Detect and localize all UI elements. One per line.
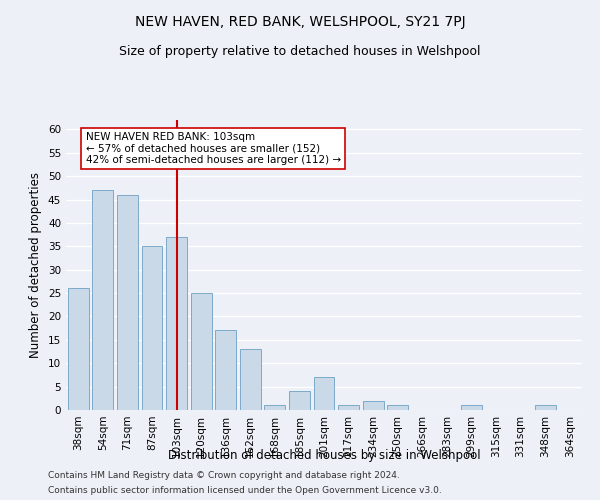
Bar [117, 195, 138, 410]
Bar [289, 392, 310, 410]
Bar [314, 378, 334, 410]
Bar [461, 406, 482, 410]
Text: NEW HAVEN RED BANK: 103sqm
← 57% of detached houses are smaller (152)
42% of sem: NEW HAVEN RED BANK: 103sqm ← 57% of deta… [86, 132, 341, 165]
Text: Contains public sector information licensed under the Open Government Licence v3: Contains public sector information licen… [48, 486, 442, 495]
Bar [142, 246, 163, 410]
Bar [166, 237, 187, 410]
Bar [387, 406, 408, 410]
Bar [191, 293, 212, 410]
Bar [338, 406, 359, 410]
Bar [68, 288, 89, 410]
Bar [362, 400, 383, 410]
Bar [92, 190, 113, 410]
Bar [240, 349, 261, 410]
Bar [535, 406, 556, 410]
Text: Distribution of detached houses by size in Welshpool: Distribution of detached houses by size … [167, 448, 481, 462]
Text: Size of property relative to detached houses in Welshpool: Size of property relative to detached ho… [119, 45, 481, 58]
Y-axis label: Number of detached properties: Number of detached properties [29, 172, 43, 358]
Text: NEW HAVEN, RED BANK, WELSHPOOL, SY21 7PJ: NEW HAVEN, RED BANK, WELSHPOOL, SY21 7PJ [134, 15, 466, 29]
Bar [265, 406, 286, 410]
Text: Contains HM Land Registry data © Crown copyright and database right 2024.: Contains HM Land Registry data © Crown c… [48, 471, 400, 480]
Bar [215, 330, 236, 410]
